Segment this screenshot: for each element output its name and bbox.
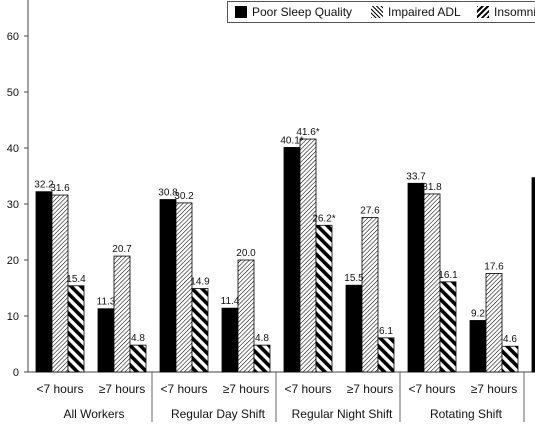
legend-label-series-2: Impaired ADL bbox=[388, 5, 461, 19]
y-tick-label: 30 bbox=[7, 199, 19, 211]
subgroup-label: ≥7 hours bbox=[347, 382, 394, 396]
bar-value-label: 30.2 bbox=[174, 191, 194, 202]
bar-insomnia bbox=[439, 281, 457, 373]
bar-impaired-adl bbox=[51, 194, 69, 373]
bar-value-label: 33.7 bbox=[406, 171, 426, 182]
subgroup-label: <7 hours bbox=[36, 382, 83, 396]
legend-swatch-stripes bbox=[477, 6, 489, 18]
bar-impaired-adl bbox=[299, 138, 317, 373]
bar-insomnia bbox=[67, 285, 85, 373]
legend-swatch-solid bbox=[235, 6, 247, 18]
bar-value-label: 4.6 bbox=[503, 334, 517, 345]
subgroup-label: ≥7 hours bbox=[99, 382, 146, 396]
bar-impaired-adl bbox=[423, 193, 441, 373]
bar-poor-sleep-quality bbox=[469, 320, 487, 373]
bar-value-label: 20.7 bbox=[112, 244, 132, 255]
y-tick-label: 10 bbox=[7, 311, 19, 323]
bar-impaired-adl bbox=[237, 259, 255, 373]
legend-swatch-hatch bbox=[371, 6, 383, 18]
bar-poor-sleep-quality bbox=[345, 284, 363, 373]
subgroup-label: ≥7 hours bbox=[471, 382, 518, 396]
bar-insomnia bbox=[377, 337, 395, 373]
bar-value-label: 41.6* bbox=[296, 127, 319, 138]
bar-poor-sleep-quality bbox=[407, 182, 425, 373]
legend-label-series-3: Insomnia bbox=[494, 5, 535, 19]
y-tick-label: 60 bbox=[7, 31, 19, 43]
bar-value-label: 4.8 bbox=[255, 333, 269, 344]
bar-value-label: 40.1* bbox=[280, 135, 303, 146]
bar-value-label: 16.1 bbox=[438, 270, 458, 281]
bar-insomnia bbox=[501, 345, 519, 373]
group-label: Regular Day Shift bbox=[171, 407, 266, 421]
y-tick-label: 50 bbox=[7, 87, 19, 99]
bar-value-label: 31.8 bbox=[422, 182, 442, 193]
subgroup-label: <7 hours bbox=[284, 382, 331, 396]
bar-value-label: 20.0 bbox=[236, 248, 256, 259]
bar-poor-sleep-quality bbox=[221, 307, 239, 373]
bars bbox=[35, 138, 535, 373]
bar-insomnia bbox=[129, 344, 147, 373]
bar-value-label: 6.1 bbox=[379, 326, 393, 337]
group-label: Rotating Shift bbox=[430, 407, 503, 421]
bar-insomnia bbox=[253, 344, 271, 373]
bar-impaired-adl bbox=[361, 217, 379, 373]
bar-value-label: 15.5 bbox=[344, 273, 364, 284]
bar-value-label: 27.6 bbox=[360, 205, 380, 216]
bar-value-label: 11.4 bbox=[221, 296, 240, 307]
bar-value-label: 26.2* bbox=[312, 213, 335, 224]
value-labels: 32.231.6 15.4 11.3 20.7 4.8 30.830.2 14.9 11.4 2… bbox=[34, 127, 535, 345]
bar-poor-sleep-quality bbox=[283, 147, 301, 373]
bar-value-label: 9.2 bbox=[471, 308, 485, 319]
legend: Poor Sleep Quality Impaired ADL Insomnia bbox=[227, 1, 535, 23]
bar-value-label: 14.9 bbox=[190, 277, 210, 288]
bar-impaired-adl bbox=[485, 273, 503, 373]
bar-insomnia bbox=[191, 288, 209, 373]
group-label: All Workers bbox=[63, 407, 124, 421]
bar-poor-sleep-quality bbox=[97, 308, 115, 373]
bar-impaired-adl bbox=[113, 255, 131, 373]
bar-impaired-adl bbox=[175, 202, 193, 373]
bar-insomnia bbox=[315, 224, 333, 373]
subgroup-label: <7 hours bbox=[160, 382, 207, 396]
subgroup-label: ≥7 hours bbox=[223, 382, 270, 396]
bar-value-label: 4.8 bbox=[131, 333, 145, 344]
y-tick-label: 20 bbox=[7, 255, 19, 267]
bar-value-label: 30.8 bbox=[158, 188, 178, 199]
y-tick-label: 40 bbox=[7, 143, 19, 155]
bar-value-label: 11.3 bbox=[97, 297, 116, 308]
bar-value-label: 32.2 bbox=[34, 180, 54, 191]
group-label: Regular Night Shift bbox=[292, 407, 393, 421]
bar-value-label: 17.6 bbox=[484, 261, 504, 272]
bar-poor-sleep-quality bbox=[35, 191, 53, 373]
bar-value-label: 15.4 bbox=[66, 274, 86, 285]
legend-label-series-1: Poor Sleep Quality bbox=[252, 5, 353, 19]
x-axis-labels: <7 hours ≥7 hours All Workers <7 hours ≥7 ho… bbox=[36, 372, 525, 422]
y-tick-label: 0 bbox=[13, 367, 19, 379]
bar-poor-sleep-quality bbox=[531, 177, 535, 373]
bar-value-label: 31.6 bbox=[50, 183, 70, 194]
bar-poor-sleep-quality bbox=[159, 199, 177, 373]
subgroup-label: <7 hours bbox=[408, 382, 455, 396]
